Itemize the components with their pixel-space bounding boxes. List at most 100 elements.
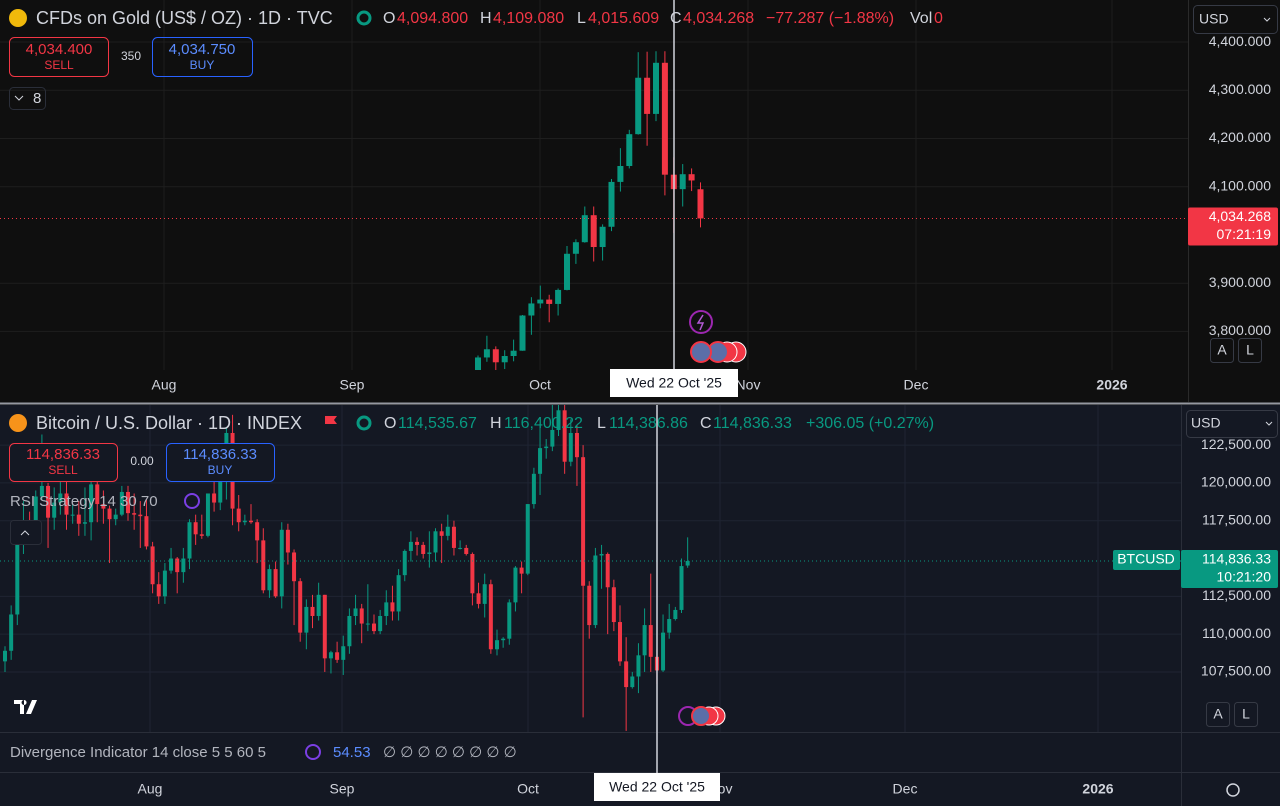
candle-body xyxy=(359,608,364,624)
event-icon[interactable] xyxy=(690,341,712,363)
flag-icon[interactable] xyxy=(325,416,337,424)
ohlc-value: 116,400.22 xyxy=(504,415,583,432)
dropdown-icon xyxy=(1265,421,1273,426)
candle-body xyxy=(205,493,210,536)
candle-body xyxy=(538,448,543,474)
currency-select[interactable] xyxy=(1186,410,1278,438)
candle-body xyxy=(630,676,635,688)
buy-price: 4,034.750 xyxy=(169,41,236,58)
buy-button[interactable] xyxy=(152,37,253,77)
indicator-value: 54.53 xyxy=(333,744,371,761)
time-axis-label: Aug xyxy=(152,377,177,393)
candle-body xyxy=(445,526,450,536)
event-icon[interactable] xyxy=(689,310,713,334)
candle-body xyxy=(298,581,303,633)
ohlc-legend: O 4,094.800 H 4,109.080 L 4,015.609 C 4,… xyxy=(383,10,943,27)
ohlc-value: 4,015.609 xyxy=(588,10,659,27)
candle-body xyxy=(581,457,586,586)
candle-body xyxy=(697,189,704,219)
candle-body xyxy=(476,593,481,604)
time-axis-label: Nov xyxy=(736,377,761,393)
candle-body xyxy=(635,77,642,135)
last-price-box xyxy=(1181,549,1278,588)
gold-candles xyxy=(475,51,704,370)
ohlc-label: H xyxy=(480,10,492,27)
ohlc-label: H xyxy=(490,415,502,432)
market-status[interactable] xyxy=(356,415,372,431)
candle-body xyxy=(119,491,124,515)
candle-body xyxy=(341,646,346,660)
candle-body xyxy=(525,504,530,574)
sell-button[interactable] xyxy=(9,37,109,77)
market-status[interactable] xyxy=(356,10,372,26)
candle-body xyxy=(236,508,241,523)
candle-body xyxy=(322,594,327,659)
candle-body xyxy=(608,181,615,227)
candle-body xyxy=(673,609,678,620)
candle-body xyxy=(347,615,352,647)
currency-select[interactable] xyxy=(1193,5,1278,34)
log-scale-button[interactable] xyxy=(1238,338,1262,363)
candle-body xyxy=(138,514,143,517)
candle-body xyxy=(528,303,535,316)
grid xyxy=(0,0,1188,732)
gold-pane xyxy=(0,0,1280,402)
symbol-title[interactable]: CFDs on Gold (US$ / OZ) · 1D · TVC xyxy=(36,8,333,28)
candle-body xyxy=(384,602,389,616)
candle-body xyxy=(89,484,94,523)
loading-icon xyxy=(184,493,200,509)
sell-label: SELL xyxy=(44,58,74,72)
candle-body xyxy=(335,652,340,660)
spread: 350 xyxy=(121,49,141,63)
sell-button[interactable] xyxy=(9,443,118,482)
ohlc-value: 4,034.268 xyxy=(683,10,754,27)
symbol-icon xyxy=(9,9,27,27)
auto-scale-button[interactable] xyxy=(1206,702,1230,727)
strategy-label[interactable]: RSI Strategy 14 30 70 xyxy=(10,493,158,510)
ohlc-value: 0 xyxy=(934,10,943,27)
candle-body xyxy=(175,558,180,573)
candle-body xyxy=(544,446,549,449)
auto-scale-button[interactable] xyxy=(1210,338,1234,363)
candle-body xyxy=(33,496,38,523)
ohlc-label: L xyxy=(577,10,586,27)
lightning-icon xyxy=(696,314,705,331)
candle-body xyxy=(555,289,562,304)
symbol-title[interactable]: Bitcoin / U.S. Dollar · 1D · INDEX xyxy=(36,413,302,433)
symbol-tag-label: BTCUSD xyxy=(1117,551,1175,567)
y-tick-label: 110,000.00 xyxy=(1202,625,1271,641)
candle-body xyxy=(255,522,260,541)
candle-body xyxy=(427,552,432,554)
candle-body xyxy=(546,299,553,304)
buy-price: 114,836.33 xyxy=(183,446,257,463)
currency-label: USD xyxy=(1199,11,1229,27)
candle-body xyxy=(421,544,426,554)
event-icon[interactable] xyxy=(691,706,711,726)
indicators-toggle[interactable] xyxy=(9,87,46,110)
time-axis-label: 2026 xyxy=(1096,377,1127,393)
candle-body xyxy=(101,504,106,509)
candle-body xyxy=(316,594,321,616)
log-scale-button[interactable] xyxy=(1234,702,1258,727)
indicator-name[interactable]: Divergence Indicator 14 close 5 5 60 5 xyxy=(10,744,266,761)
y-tick-label: 112,500.00 xyxy=(1202,587,1271,603)
candle-body xyxy=(199,534,204,536)
y-tick-label: 117,500.00 xyxy=(1202,511,1271,527)
candle-body xyxy=(513,567,518,603)
settings-icon[interactable] xyxy=(1226,783,1240,797)
buy-label: BUY xyxy=(190,58,215,72)
buy-button[interactable] xyxy=(166,443,275,482)
tv-logo[interactable] xyxy=(14,700,37,714)
y-tick-label: 107,500.00 xyxy=(1201,663,1271,679)
y-tick-label: 4,200.000 xyxy=(1209,129,1271,145)
candle-body xyxy=(39,485,44,497)
candle-body xyxy=(273,569,278,597)
candle-body xyxy=(495,640,499,650)
time-axis-label: Dec xyxy=(904,377,929,393)
countdown-label: 07:21:19 xyxy=(1217,226,1272,242)
candle-body xyxy=(626,134,633,166)
candle-body xyxy=(458,547,463,549)
auto-scale-label: A xyxy=(1217,342,1227,358)
y-tick-label: 122,500.00 xyxy=(1201,436,1271,452)
